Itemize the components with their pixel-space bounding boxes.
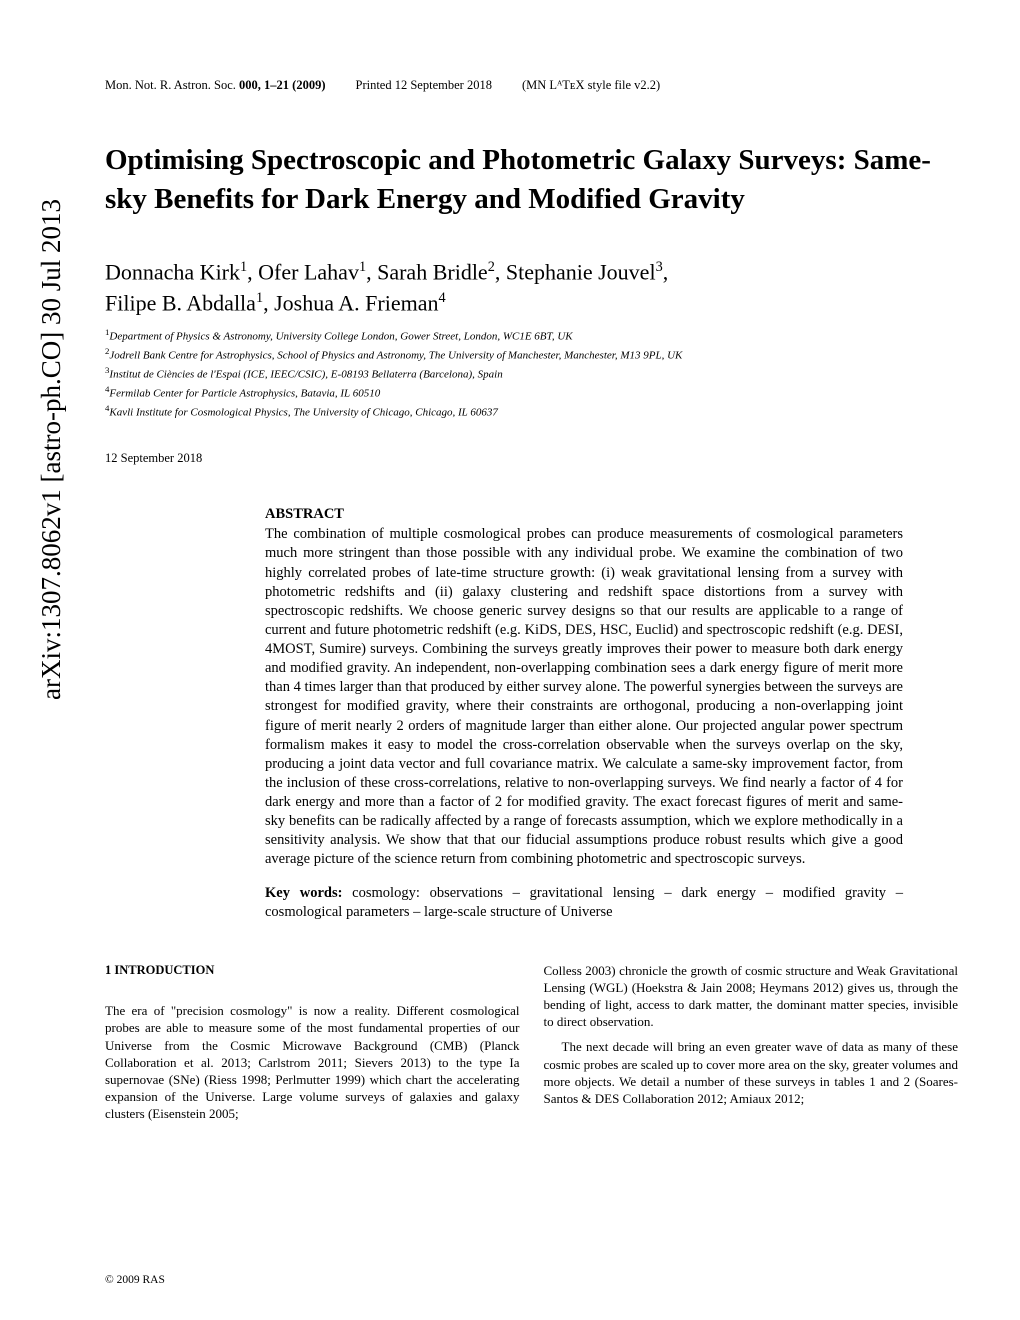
body-paragraph: Colless 2003) chronicle the growth of co… [544, 962, 959, 1031]
body-columns: 1 INTRODUCTION The era of "precision cos… [105, 962, 958, 1123]
affiliation: Kavli Institute for Cosmological Physics… [109, 407, 497, 419]
keywords-label: Key words: [265, 885, 342, 901]
abstract-block: ABSTRACT The combination of multiple cos… [265, 506, 903, 922]
paper-title: Optimising Spectroscopic and Photometric… [105, 141, 958, 219]
body-paragraph: The next decade will bring an even great… [544, 1038, 959, 1107]
abstract-heading: ABSTRACT [265, 506, 903, 523]
author-sep: , [663, 260, 669, 285]
column-right: Colless 2003) chronicle the growth of co… [544, 962, 959, 1123]
abstract-text: The combination of multiple cosmological… [265, 525, 903, 869]
affiliation: Fermilab Center for Particle Astrophysic… [109, 388, 380, 400]
author-name: , Sarah Bridle [366, 260, 488, 285]
author-list: Donnacha Kirk1, Ofer Lahav1, Sarah Bridl… [105, 257, 958, 319]
author-name: , Joshua A. Frieman [263, 291, 438, 316]
section-heading: 1 INTRODUCTION [105, 962, 520, 979]
volume-pages: 000, 1–21 (2009) [239, 78, 325, 92]
submission-date: 12 September 2018 [105, 451, 958, 466]
printed-date: Printed 12 September 2018 [356, 78, 492, 93]
column-left: 1 INTRODUCTION The era of "precision cos… [105, 962, 520, 1123]
author-name: , Stephanie Jouvel [495, 260, 656, 285]
affiliation: Institut de Ciències de l'Espai (ICE, IE… [109, 369, 502, 381]
keywords: Key words: cosmology: observations – gra… [265, 884, 903, 922]
keywords-text: cosmology: observations – gravitational … [265, 885, 903, 920]
author-name: , Ofer Lahav [247, 260, 359, 285]
body-paragraph: The era of "precision cosmology" is now … [105, 1002, 520, 1122]
affiliation-list: 1Department of Physics & Astronomy, Univ… [105, 326, 958, 422]
affiliation: Department of Physics & Astronomy, Unive… [109, 330, 572, 342]
affiliation: Jodrell Bank Centre for Astrophysics, Sc… [109, 349, 682, 361]
journal-name: Mon. Not. R. Astron. Soc. [105, 78, 236, 92]
arxiv-identifier: arXiv:1307.8062v1 [astro-ph.CO] 30 Jul 2… [36, 199, 67, 700]
author-name: Filipe B. Abdalla [105, 291, 256, 316]
running-header: Mon. Not. R. Astron. Soc. 000, 1–21 (200… [105, 78, 958, 93]
style-file: (MN LᴬTᴇX style file v2.2) [522, 78, 660, 93]
copyright-line: © 2009 RAS [105, 1274, 165, 1286]
author-name: Donnacha Kirk [105, 260, 240, 285]
